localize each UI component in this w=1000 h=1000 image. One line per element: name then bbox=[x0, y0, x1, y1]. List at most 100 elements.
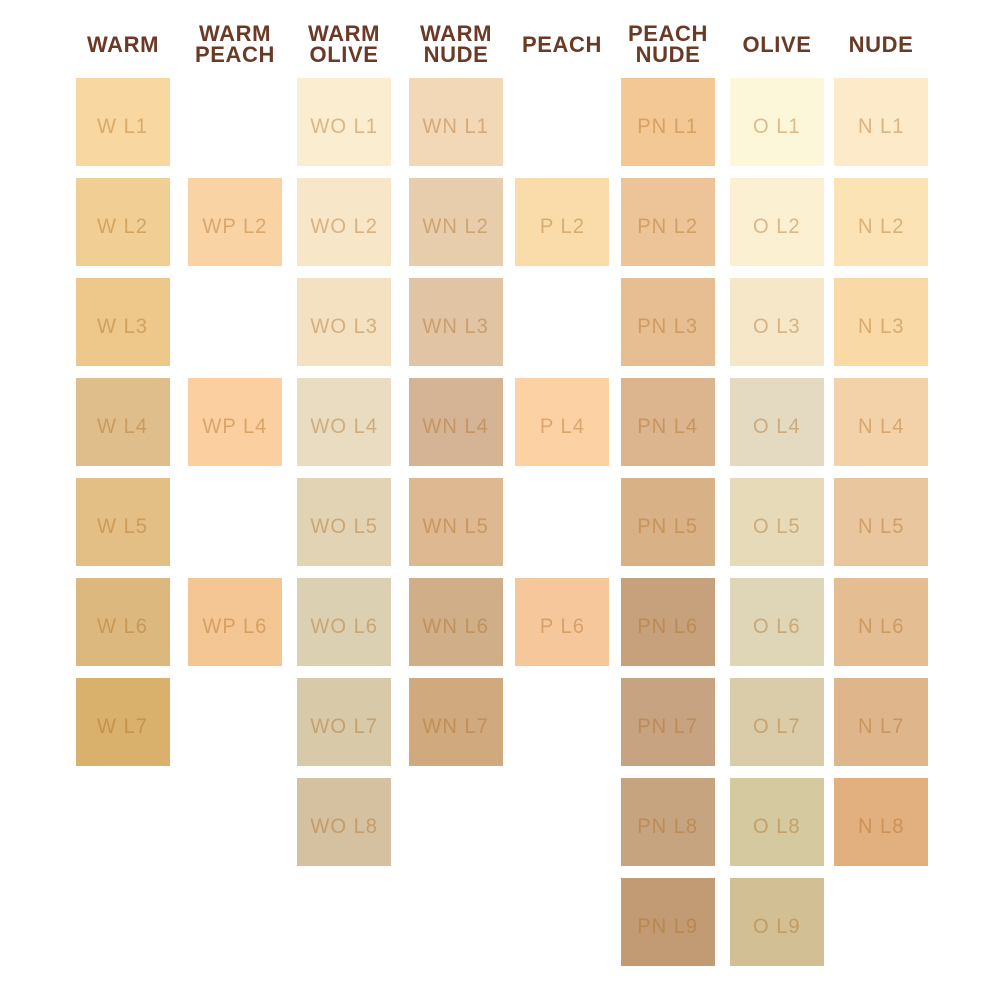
column-header-olive: OLIVE bbox=[697, 21, 857, 67]
swatch-label: WN L6 bbox=[422, 614, 490, 638]
swatch-o-l1[interactable]: O L1 bbox=[730, 78, 824, 166]
swatch-wn-l3[interactable]: WN L3 bbox=[409, 278, 503, 366]
swatch-n-l1[interactable]: N L1 bbox=[834, 78, 928, 166]
swatch-label: P L6 bbox=[539, 614, 585, 638]
swatch-w-l1[interactable]: W L1 bbox=[76, 78, 170, 166]
swatch-o-l5[interactable]: O L5 bbox=[730, 478, 824, 566]
swatch-label: WN L5 bbox=[422, 514, 490, 538]
swatch-wo-l3[interactable]: WO L3 bbox=[297, 278, 391, 366]
swatch-o-l9[interactable]: O L9 bbox=[730, 878, 824, 966]
swatch-n-l5[interactable]: N L5 bbox=[834, 478, 928, 566]
swatch-o-l3[interactable]: O L3 bbox=[730, 278, 824, 366]
swatch-p-l4[interactable]: P L4 bbox=[515, 378, 609, 466]
column-header-line: WARM bbox=[86, 31, 160, 57]
swatch-label: O L3 bbox=[753, 314, 801, 338]
swatch-wn-l7[interactable]: WN L7 bbox=[409, 678, 503, 766]
swatch-o-l6[interactable]: O L6 bbox=[730, 578, 824, 666]
swatch-label: WN L2 bbox=[422, 214, 490, 238]
swatch-label: WO L2 bbox=[310, 214, 378, 238]
swatch-pn-l9[interactable]: PN L9 bbox=[621, 878, 715, 966]
swatch-wo-l5[interactable]: WO L5 bbox=[297, 478, 391, 566]
swatch-wn-l2[interactable]: WN L2 bbox=[409, 178, 503, 266]
swatch-label: PN L6 bbox=[637, 614, 699, 638]
swatch-n-l2[interactable]: N L2 bbox=[834, 178, 928, 266]
column-header-warm-olive: WARM OLIVE bbox=[264, 21, 424, 67]
swatch-label: PN L1 bbox=[637, 114, 699, 138]
swatch-label: WP L4 bbox=[202, 414, 268, 438]
column-header-line: PEACH bbox=[194, 42, 275, 67]
swatch-pn-l7[interactable]: PN L7 bbox=[621, 678, 715, 766]
swatch-label: PN L9 bbox=[637, 914, 699, 938]
swatch-wn-l4[interactable]: WN L4 bbox=[409, 378, 503, 466]
swatch-wo-l2[interactable]: WO L2 bbox=[297, 178, 391, 266]
swatch-wo-l4[interactable]: WO L4 bbox=[297, 378, 391, 466]
swatch-pn-l8[interactable]: PN L8 bbox=[621, 778, 715, 866]
swatch-wn-l1[interactable]: WN L1 bbox=[409, 78, 503, 166]
swatch-n-l6[interactable]: N L6 bbox=[834, 578, 928, 666]
column-header-warm-peach: WARM PEACH bbox=[155, 21, 315, 67]
swatch-wn-l5[interactable]: WN L5 bbox=[409, 478, 503, 566]
column-header-line: NUDE bbox=[848, 31, 914, 57]
swatch-w-l6[interactable]: W L6 bbox=[76, 578, 170, 666]
swatch-label: WO L7 bbox=[310, 714, 378, 738]
column-header-peach: PEACH bbox=[482, 21, 642, 67]
swatch-wn-l6[interactable]: WN L6 bbox=[409, 578, 503, 666]
column-header-warm: WARM bbox=[43, 21, 203, 67]
swatch-label: PN L3 bbox=[637, 314, 699, 338]
swatch-label: O L5 bbox=[753, 514, 801, 538]
swatch-wo-l7[interactable]: WO L7 bbox=[297, 678, 391, 766]
swatch-wo-l6[interactable]: WO L6 bbox=[297, 578, 391, 666]
swatch-label: WP L2 bbox=[202, 214, 268, 238]
column-header-peach-nude: PEACH NUDE bbox=[588, 21, 748, 67]
swatch-label: P L4 bbox=[539, 414, 585, 438]
swatch-label: WN L1 bbox=[422, 114, 490, 138]
swatch-o-l4[interactable]: O L4 bbox=[730, 378, 824, 466]
swatch-w-l2[interactable]: W L2 bbox=[76, 178, 170, 266]
swatch-label: W L4 bbox=[97, 414, 149, 438]
swatch-pn-l6[interactable]: PN L6 bbox=[621, 578, 715, 666]
swatch-wo-l8[interactable]: WO L8 bbox=[297, 778, 391, 866]
swatch-wo-l1[interactable]: WO L1 bbox=[297, 78, 391, 166]
swatch-o-l8[interactable]: O L8 bbox=[730, 778, 824, 866]
swatch-label: N L2 bbox=[857, 214, 905, 238]
column-header-line: WARM bbox=[419, 21, 493, 46]
swatch-n-l7[interactable]: N L7 bbox=[834, 678, 928, 766]
swatch-pn-l5[interactable]: PN L5 bbox=[621, 478, 715, 566]
swatch-label: WO L5 bbox=[310, 514, 378, 538]
swatch-p-l6[interactable]: P L6 bbox=[515, 578, 609, 666]
swatch-label: N L3 bbox=[857, 314, 905, 338]
swatch-label: WO L6 bbox=[310, 614, 378, 638]
swatch-wp-l6[interactable]: WP L6 bbox=[188, 578, 282, 666]
swatch-label: N L5 bbox=[857, 514, 905, 538]
swatch-w-l5[interactable]: W L5 bbox=[76, 478, 170, 566]
swatch-pn-l1[interactable]: PN L1 bbox=[621, 78, 715, 166]
swatch-wp-l4[interactable]: WP L4 bbox=[188, 378, 282, 466]
swatch-n-l3[interactable]: N L3 bbox=[834, 278, 928, 366]
swatch-n-l4[interactable]: N L4 bbox=[834, 378, 928, 466]
swatch-o-l7[interactable]: O L7 bbox=[730, 678, 824, 766]
swatch-pn-l4[interactable]: PN L4 bbox=[621, 378, 715, 466]
swatch-label: PN L2 bbox=[637, 214, 699, 238]
swatch-label: O L1 bbox=[753, 114, 801, 138]
swatch-label: N L6 bbox=[857, 614, 905, 638]
swatch-label: W L6 bbox=[97, 614, 149, 638]
swatch-wp-l2[interactable]: WP L2 bbox=[188, 178, 282, 266]
swatch-w-l4[interactable]: W L4 bbox=[76, 378, 170, 466]
swatch-o-l2[interactable]: O L2 bbox=[730, 178, 824, 266]
column-header-line: PEACH bbox=[627, 21, 708, 46]
swatch-label: WO L1 bbox=[310, 114, 378, 138]
column-header-nude: NUDE bbox=[801, 21, 961, 67]
swatch-label: PN L5 bbox=[637, 514, 699, 538]
swatch-pn-l3[interactable]: PN L3 bbox=[621, 278, 715, 366]
swatch-p-l2[interactable]: P L2 bbox=[515, 178, 609, 266]
swatch-label: WP L6 bbox=[202, 614, 268, 638]
swatch-label: W L2 bbox=[97, 214, 149, 238]
swatch-label: W L7 bbox=[97, 714, 149, 738]
swatch-w-l7[interactable]: W L7 bbox=[76, 678, 170, 766]
swatch-w-l3[interactable]: W L3 bbox=[76, 278, 170, 366]
swatch-label: N L4 bbox=[857, 414, 905, 438]
swatch-label: O L2 bbox=[753, 214, 801, 238]
swatch-label: W L1 bbox=[97, 114, 149, 138]
swatch-pn-l2[interactable]: PN L2 bbox=[621, 178, 715, 266]
swatch-n-l8[interactable]: N L8 bbox=[834, 778, 928, 866]
